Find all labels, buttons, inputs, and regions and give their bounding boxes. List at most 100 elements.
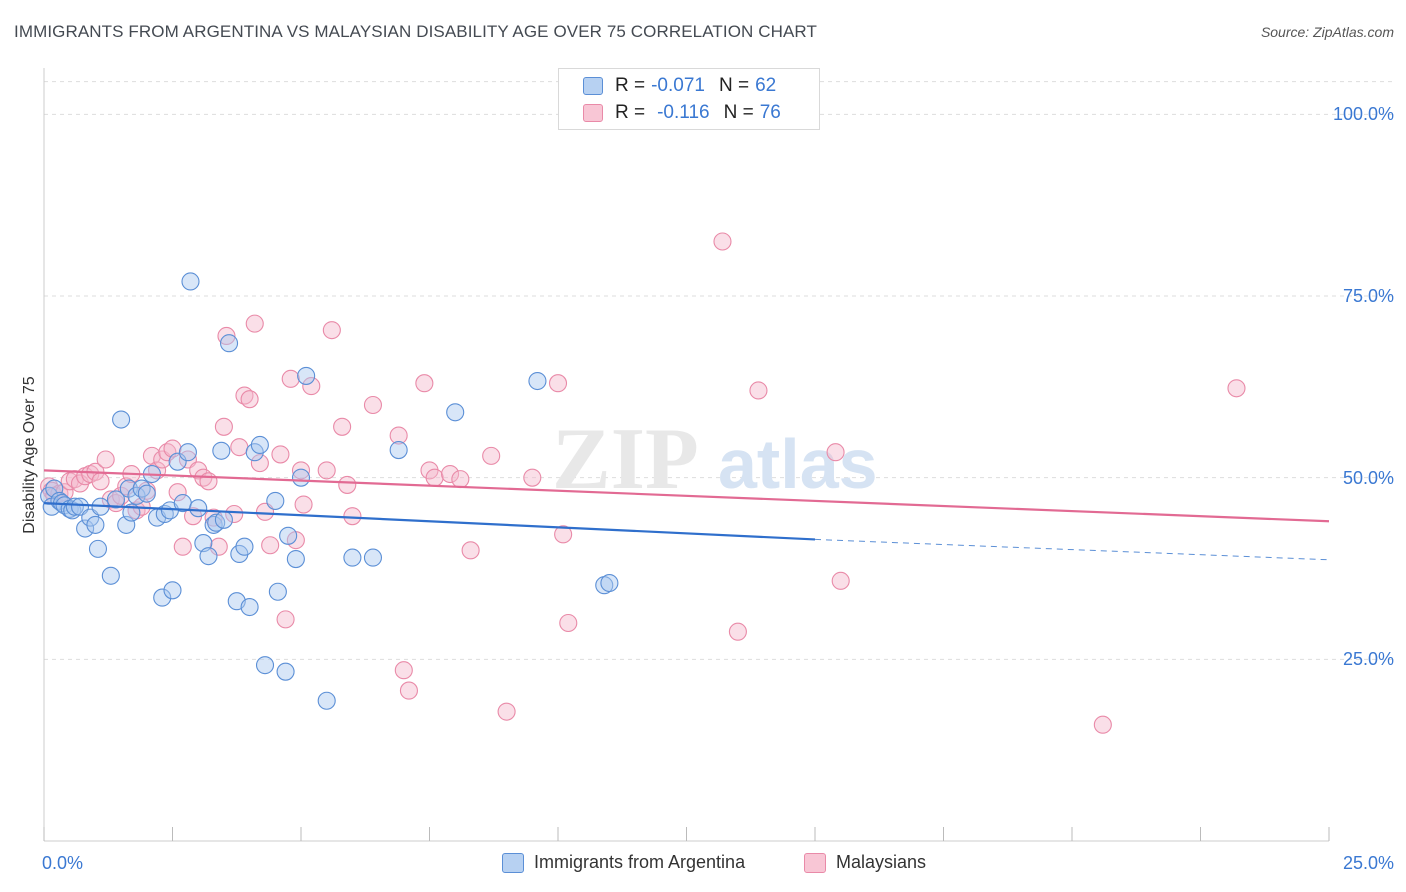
malaysians-point xyxy=(199,472,218,491)
malaysians-point xyxy=(168,483,187,502)
y-tick-label: 25.0% xyxy=(1342,649,1394,670)
argentina-trend-extension xyxy=(814,538,1330,561)
legend-r-label: R = xyxy=(615,75,646,96)
malaysians-point xyxy=(482,446,501,465)
watermark: ZIP atlas xyxy=(552,411,878,508)
axes xyxy=(43,68,1330,842)
malaysians-point xyxy=(91,472,110,491)
argentina-point xyxy=(86,515,105,534)
legend-n-value: 62 xyxy=(755,75,777,96)
malaysians-point xyxy=(55,483,74,502)
malaysians-point xyxy=(240,390,259,409)
bottom-legend-label: Immigrants from Argentina xyxy=(534,852,746,872)
argentina-point xyxy=(65,497,84,516)
argentina-point xyxy=(268,582,287,601)
malaysians-point xyxy=(441,464,460,484)
malaysians-point xyxy=(230,438,249,457)
malaysians-point xyxy=(343,507,362,526)
argentina-point xyxy=(112,410,131,429)
malaysians-trend-line xyxy=(43,469,1330,523)
argentina-point xyxy=(163,581,182,600)
malaysians-point xyxy=(389,426,408,445)
malaysians-point xyxy=(554,525,573,544)
argentina-point xyxy=(153,588,172,607)
argentina-point xyxy=(199,547,218,566)
malaysians-point xyxy=(394,661,413,680)
argentina-point xyxy=(343,548,362,567)
malaysians-point xyxy=(497,702,516,721)
malaysians-point xyxy=(451,470,470,489)
argentina-point xyxy=(119,479,138,498)
argentina-point xyxy=(528,371,547,391)
argentina-point xyxy=(250,435,269,455)
x-tick-left: 0.0% xyxy=(42,853,84,873)
argentina-point xyxy=(76,519,95,538)
argentina-point xyxy=(266,491,285,510)
bottom-legend-malaysians: Malaysians xyxy=(804,852,926,873)
bottom-legend-swatch-pink xyxy=(804,852,826,873)
legend-row-argentina: R = -0.071 N = 62 xyxy=(583,73,776,99)
argentina-point xyxy=(291,468,311,487)
legend-r-value: -0.071 xyxy=(651,75,705,96)
legend-n-label: N = xyxy=(723,102,754,123)
argentina-point xyxy=(286,550,305,569)
legend-row-malaysians: R = -0.116 N = 76 xyxy=(583,100,781,126)
y-tick-label: 100.0% xyxy=(1332,104,1394,125)
malaysians-point xyxy=(291,461,311,480)
legend-swatch-blue xyxy=(583,77,603,95)
malaysians-point xyxy=(294,495,313,514)
argentina-point xyxy=(297,366,316,385)
malaysians-point xyxy=(831,571,850,590)
malaysians-point xyxy=(461,541,480,560)
malaysians-point xyxy=(214,417,233,436)
malaysians-point xyxy=(728,622,747,641)
malaysians-point xyxy=(399,681,418,700)
argentina-trend-line xyxy=(43,502,816,541)
malaysians-point xyxy=(749,381,768,400)
malaysians-point xyxy=(276,610,295,629)
watermark-atlas: atlas xyxy=(718,425,878,503)
malaysians-point xyxy=(281,369,300,388)
x-tick-right: 25.0% xyxy=(1342,853,1394,873)
argentina-point xyxy=(137,484,156,503)
argentina-point xyxy=(214,510,233,529)
bottom-legend-argentina: Immigrants from Argentina xyxy=(502,852,745,873)
malaysians-point xyxy=(826,443,845,462)
malaysians-point xyxy=(225,504,244,524)
malaysians-point xyxy=(101,490,120,509)
legend-n-label: N = xyxy=(718,75,750,96)
malaysians-point xyxy=(523,468,542,487)
argentina-point xyxy=(389,441,408,460)
argentina-point xyxy=(240,597,259,617)
grid-lines xyxy=(44,81,1394,660)
malaysians-point xyxy=(271,445,290,464)
malaysians-point xyxy=(173,537,192,556)
chart-source: Source: ZipAtlas.com xyxy=(1260,24,1394,40)
bottom-legend-label: Malaysians xyxy=(836,852,927,872)
malaysians-points xyxy=(40,232,1246,734)
argentina-point xyxy=(181,272,200,291)
argentina-point xyxy=(204,515,223,534)
malaysians-point xyxy=(363,395,383,415)
y-tick-label: 75.0% xyxy=(1342,286,1394,306)
argentina-point xyxy=(600,573,619,593)
malaysians-point xyxy=(302,377,321,396)
malaysians-point xyxy=(415,374,434,393)
y-tick-label: 50.0% xyxy=(1342,467,1394,488)
argentina-point xyxy=(219,334,239,353)
malaysians-point xyxy=(245,314,264,333)
legend-swatch-pink xyxy=(583,104,603,122)
argentina-point xyxy=(106,490,126,509)
argentina-point xyxy=(189,499,208,518)
argentina-point xyxy=(446,403,465,422)
argentina-points xyxy=(40,272,619,710)
malaysians-point xyxy=(317,461,336,480)
argentina-point xyxy=(88,539,108,558)
malaysians-point xyxy=(548,374,568,393)
argentina-point xyxy=(101,566,120,585)
chart-title: IMMIGRANTS FROM ARGENTINA VS MALAYSIAN D… xyxy=(14,22,817,41)
stats-legend: R = -0.071 N = 62 R = -0.116 N = 76 xyxy=(558,68,820,130)
malaysians-point xyxy=(338,475,357,494)
argentina-point xyxy=(276,662,295,681)
